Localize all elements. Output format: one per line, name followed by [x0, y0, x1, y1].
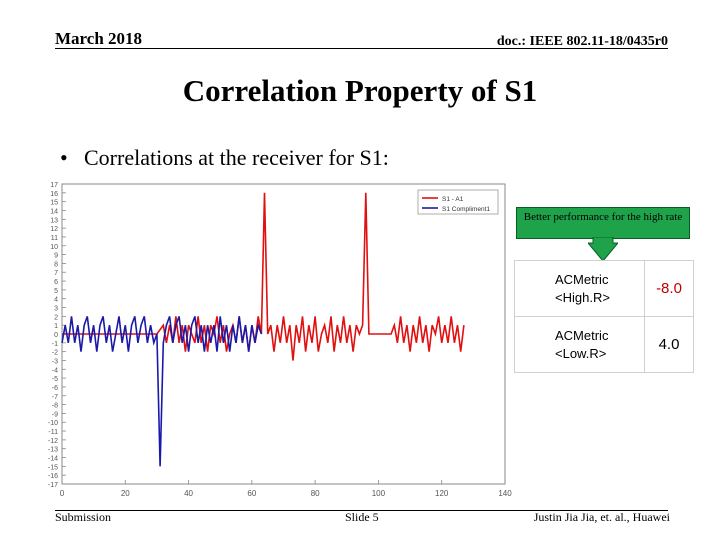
bullet-text: Correlations at the receiver for S1:	[84, 145, 389, 170]
table-row: ACMetric <Low.R> 4.0	[514, 316, 694, 373]
y-tick-label: -2	[52, 350, 58, 357]
y-tick-label: 2	[54, 314, 58, 321]
y-tick-label: -10	[48, 420, 58, 427]
y-tick-label: 17	[50, 182, 58, 189]
y-tick-label: -17	[48, 482, 58, 489]
slide-title: Correlation Property of S1	[182, 73, 538, 108]
legend-label: S1 - A1	[442, 196, 464, 203]
bullet-point: • Correlations at the receiver for S1:	[60, 145, 389, 171]
y-tick-label: 10	[50, 244, 58, 251]
y-tick-label: 14	[50, 208, 58, 215]
y-tick-label: 16	[50, 191, 58, 198]
x-tick-label: 40	[184, 489, 193, 498]
y-tick-label: -5	[52, 376, 58, 383]
metrics-table: ACMetric <High.R> -8.0 ACMetric <Low.R> …	[514, 260, 694, 373]
y-tick-label: -9	[52, 411, 58, 418]
y-tick-label: 15	[50, 200, 58, 207]
metric-value: 4.0	[644, 316, 694, 373]
y-tick-label: 7	[54, 270, 58, 277]
y-tick-label: 11	[51, 235, 58, 242]
y-tick-label: -7	[52, 394, 58, 401]
y-tick-label: -6	[52, 385, 58, 392]
x-tick-label: 60	[247, 489, 256, 498]
footer-slide-number: Slide 5	[345, 510, 379, 524]
x-tick-label: 100	[372, 489, 386, 498]
x-tick-label: 20	[121, 489, 130, 498]
y-tick-label: -13	[48, 447, 58, 454]
legend-label: S1 Compliment1	[442, 206, 490, 213]
y-tick-label: -4	[52, 367, 58, 374]
metric-value: -8.0	[644, 260, 694, 317]
down-arrow-icon	[588, 237, 618, 261]
metric-label-line1: ACMetric	[555, 327, 609, 343]
y-tick-label: -8	[52, 403, 58, 410]
y-tick-label: -16	[48, 473, 58, 480]
bullet-icon: •	[60, 145, 68, 170]
header-doc-id: doc.: IEEE 802.11-18/0435r0	[496, 34, 668, 49]
metric-label: ACMetric <High.R>	[514, 260, 645, 317]
chart-legend	[417, 189, 499, 215]
series-line-1	[62, 192, 465, 361]
y-tick-label: 13	[50, 217, 58, 224]
y-tick-label: 3	[54, 306, 58, 313]
callout-box: Better performance for the high rate	[516, 207, 690, 239]
header-date: March 2018	[55, 29, 143, 48]
y-tick-label: -15	[48, 464, 58, 471]
y-tick-label: -12	[48, 438, 58, 445]
correlation-chart: 17161514131211109876543210-1-2-3-4-5-6-7…	[48, 182, 512, 498]
x-tick-label: 0	[60, 489, 65, 498]
x-tick-label: 120	[435, 489, 449, 498]
metric-label-line2: <High.R>	[555, 289, 610, 305]
y-tick-label: -14	[48, 456, 58, 463]
y-tick-label: 1	[54, 323, 58, 330]
y-tick-label: 9	[54, 253, 58, 260]
footer-author: Justin Jia Jia, et. al., Huawei	[533, 510, 670, 524]
y-tick-label: 8	[54, 261, 58, 268]
y-tick-label: -1	[52, 341, 58, 348]
x-tick-label: 140	[498, 489, 512, 498]
footer-submission: Submission	[55, 510, 112, 524]
x-tick-label: 80	[311, 489, 320, 498]
y-tick-label: -11	[48, 429, 58, 436]
footer-divider	[55, 510, 668, 511]
y-tick-label: 5	[54, 288, 58, 295]
metric-label-line2: <Low.R>	[555, 345, 607, 361]
metric-label: ACMetric <Low.R>	[514, 316, 645, 373]
table-row: ACMetric <High.R> -8.0	[514, 260, 694, 317]
series-line-2	[61, 316, 263, 467]
y-tick-label: 12	[50, 226, 58, 233]
y-tick-label: -3	[52, 358, 58, 365]
header-divider	[55, 48, 668, 49]
metric-label-line1: ACMetric	[555, 271, 609, 287]
y-tick-label: 6	[54, 279, 58, 286]
y-tick-label: 4	[54, 297, 58, 304]
y-tick-label: 0	[54, 332, 58, 339]
